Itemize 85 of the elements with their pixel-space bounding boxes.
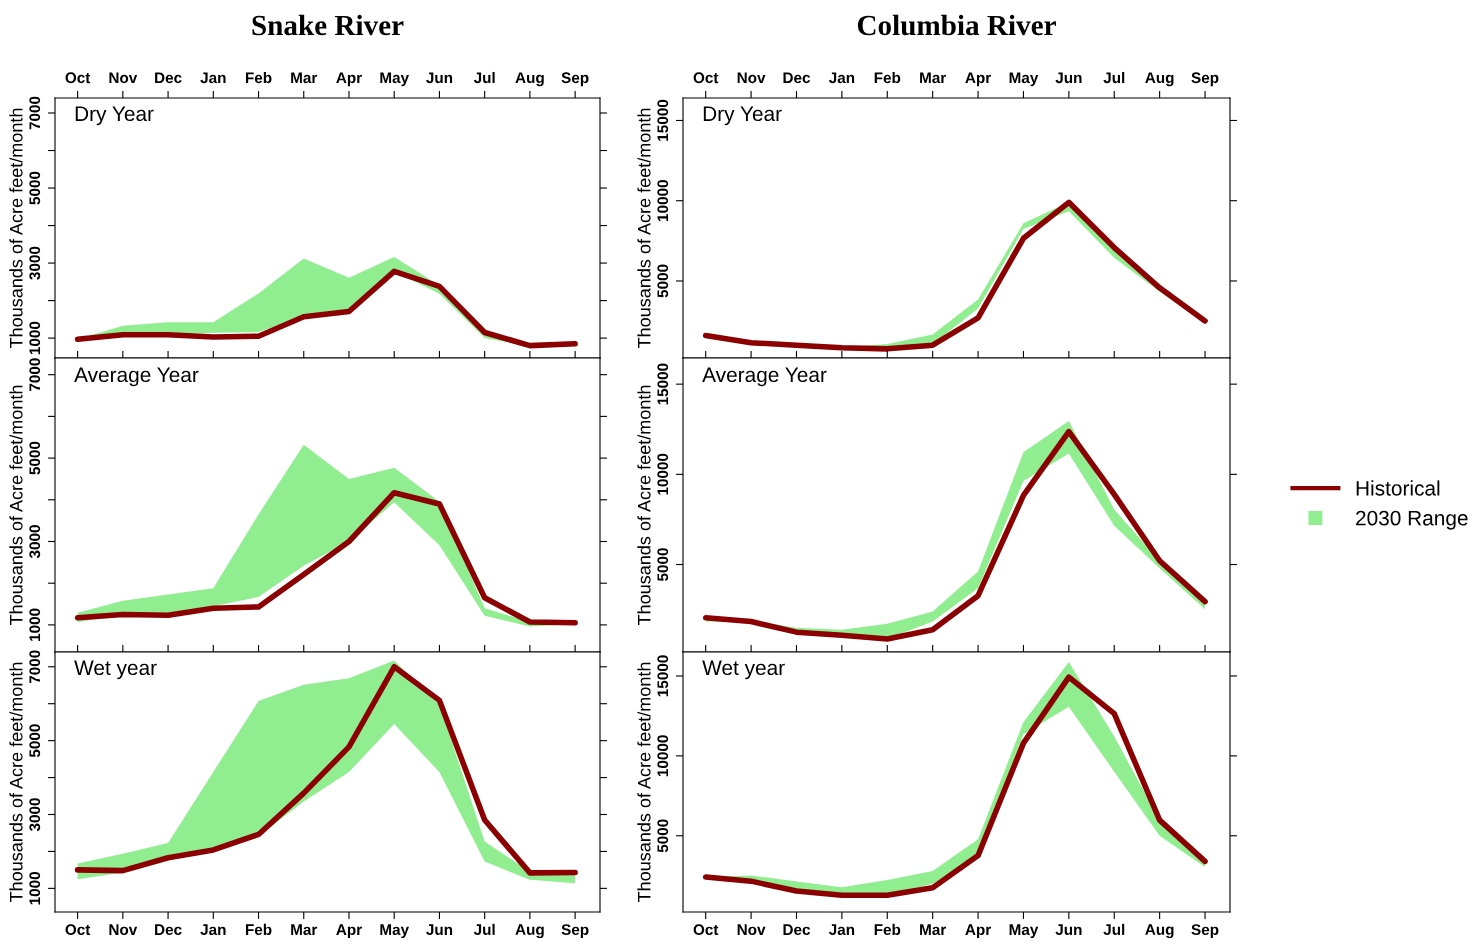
annotation: Wet year [74, 660, 157, 680]
x-tick-label: May [1009, 924, 1039, 939]
x-tick-label: Dec [155, 924, 182, 936]
x-tick-label: Mar [920, 924, 947, 936]
y-axis-title: Thousands of Acre feet/month [637, 385, 651, 626]
x-tick-label: Aug [515, 924, 544, 939]
y-tick-label: 3000 [29, 798, 41, 832]
x-tick-label: Jun [1055, 924, 1082, 936]
x-tick-label: Apr [965, 924, 991, 939]
x-tick-label: Sep [1191, 72, 1219, 87]
y-tick-label: 5000 [657, 264, 669, 298]
x-tick-label: Aug [515, 72, 544, 87]
x-tick-label: Nov [737, 72, 766, 84]
y-tick-label: 1000 [29, 321, 41, 355]
x-tick-label: Mar [920, 72, 947, 84]
x-tick-label: Jan [200, 924, 226, 936]
y-tick-label: 5000 [657, 819, 669, 853]
x-tick-label: Jul [1103, 71, 1125, 84]
y-axis-title: Thousands of Acre feet/month [9, 385, 23, 626]
x-tick-label: Feb [874, 923, 901, 936]
x-tick-label: Jun [426, 72, 453, 84]
annotation: Average Year [74, 367, 199, 387]
x-tick-label: Jun [1055, 72, 1082, 84]
x-tick-label: Oct [693, 72, 719, 84]
y-tick-label: 1000 [29, 608, 41, 641]
y-tick-label: 15000 [657, 99, 669, 141]
y-tick-label: 5000 [29, 171, 41, 205]
y-tick-label: 7000 [29, 96, 41, 130]
x-tick-label: Sep [1191, 924, 1219, 939]
y-tick-label: 15000 [657, 363, 669, 405]
x-tick-label: Feb [245, 923, 272, 936]
x-tick-label: Jul [473, 71, 495, 84]
chart-title: Snake River [252, 14, 404, 36]
x-tick-label: Feb [874, 71, 901, 84]
x-tick-label: May [380, 72, 409, 87]
chart-title: Columbia River [857, 14, 1056, 36]
x-tick-label: Oct [693, 924, 719, 936]
y-axis-title: Thousands of Acre feet/month [9, 662, 23, 903]
x-tick-label: Aug [1145, 72, 1174, 87]
y-tick-label: 7000 [29, 358, 41, 392]
x-tick-label: Aug [1145, 924, 1174, 939]
y-tick-label: 5000 [657, 548, 669, 582]
x-tick-label: May [380, 924, 409, 939]
y-tick-label: 10000 [657, 735, 669, 777]
x-tick-label: Jul [473, 923, 495, 936]
x-tick-label: Oct [65, 72, 91, 84]
x-tick-label: Apr [336, 924, 362, 939]
annotation: Average Year [702, 367, 827, 387]
annotation: Wet year [702, 660, 785, 680]
annotation: Dry Year [703, 106, 782, 126]
x-tick-label: Nov [109, 924, 138, 936]
x-tick-label: Mar [291, 924, 318, 936]
x-tick-label: Nov [109, 72, 138, 84]
y-tick-label: 1000 [29, 871, 41, 905]
y-axis-title: Thousands of Acre feet/month [637, 662, 651, 903]
y-tick-label: 7000 [29, 650, 41, 684]
x-tick-label: Jun [426, 924, 453, 936]
y-tick-label: 10000 [657, 453, 669, 495]
x-tick-label: Sep [561, 72, 589, 87]
x-tick-label: Jan [828, 924, 855, 936]
x-tick-label: Dec [783, 72, 811, 84]
x-tick-label: Jan [828, 72, 855, 84]
x-tick-label: Apr [965, 72, 991, 87]
y-tick-label: 3000 [29, 525, 41, 559]
x-tick-label: Mar [291, 72, 318, 84]
legend-label: Historical [1356, 480, 1440, 496]
y-axis-title: Thousands of Acre feet/month [637, 108, 651, 349]
x-tick-label: Sep [561, 924, 589, 939]
annotation: Dry Year [75, 106, 154, 126]
x-tick-label: Jul [1103, 923, 1125, 936]
x-tick-label: Nov [737, 924, 766, 936]
x-tick-label: Dec [783, 924, 811, 936]
x-tick-label: Jan [200, 72, 226, 84]
y-tick-label: 15000 [657, 655, 669, 697]
x-tick-label: Dec [155, 72, 182, 84]
x-tick-label: Apr [336, 72, 362, 87]
y-tick-label: 3000 [29, 246, 41, 280]
y-tick-label: 10000 [657, 180, 669, 221]
legend-label: 2030 Range [1356, 510, 1468, 530]
x-tick-label: Oct [65, 924, 91, 936]
x-tick-label: Feb [245, 71, 272, 84]
x-tick-label: May [1009, 72, 1039, 87]
y-tick-label: 5000 [29, 441, 41, 475]
y-axis-title: Thousands of Acre feet/month [9, 108, 23, 349]
y-tick-label: 5000 [29, 724, 41, 758]
